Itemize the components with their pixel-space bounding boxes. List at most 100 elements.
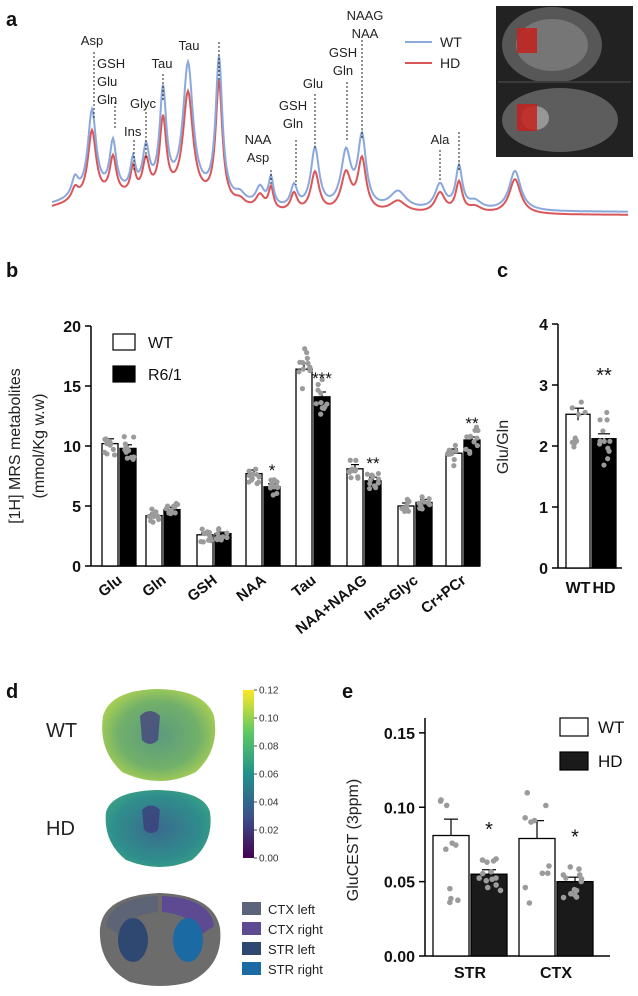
colorbar-tick-label: 0.06 [259,770,279,781]
chart-b-category-label: Ins+Glyc [361,572,421,624]
data-dot [198,539,204,545]
roi-legend: CTX left CTX right STR left STR right [242,902,323,977]
chart-b-category-label: Cr+PCr [418,572,470,618]
data-dot [302,346,308,352]
data-dot [405,508,412,514]
data-dot [253,466,259,472]
panel-label-c: c [497,260,508,282]
data-dot [296,369,302,375]
bar-wt-cr-pcr [445,452,463,567]
roi-legend-label: STR right [268,962,323,977]
data-dot [604,417,610,423]
spectrum-label-glu2-0: Glu [303,76,323,91]
data-dot [246,468,252,474]
data-dot [103,436,109,442]
data-dot [146,513,152,519]
panel-label-e: e [342,681,353,703]
bar-hd [591,438,617,569]
spectrum-label-asp1-0: Asp [81,33,103,48]
data-dot [453,448,459,454]
legend-e-hd-box [559,751,589,771]
data-dot [568,890,574,897]
spectrum-label-gsh1-2: Gln [97,92,117,107]
colorbar-ticks: 0.12 0.10 0.08 0.06 0.04 0.02 0.00 [254,686,279,865]
roi-legend-swatch [242,902,261,915]
chart-c-category-label: HD [592,580,615,597]
data-dot [375,470,381,477]
chart-b-ylabel2: (mmol/Kg w.w) [31,394,48,499]
glucest-map-hd [105,790,211,867]
data-dot [307,368,313,374]
significance-marker: * [571,827,579,849]
data-dot [215,531,221,537]
significance-marker: * [269,461,276,480]
chart-c-ylabel: Glu/Gln [495,420,512,474]
data-dot [539,870,546,877]
brain-map-wt [102,689,216,781]
roi-legend-label: CTX left [268,902,315,917]
data-dot [172,510,178,516]
spectrum-label-gsh3-0: GSH [329,45,357,60]
data-dot [571,886,578,893]
data-dot [426,496,432,502]
data-dot [604,409,610,416]
roi-ctx-right [162,896,214,934]
data-dot [172,504,178,510]
chart-c-ytick-label: 3 [539,378,548,395]
chart-b-category-label: GSH [184,572,220,605]
data-dot [155,513,161,520]
data-dot [546,863,552,869]
mri-inset [496,6,633,157]
data-dot [484,859,490,865]
bar-r61-naa-naag [364,480,382,567]
chart-c-ytick-label: 2 [539,439,548,456]
legend-r61-box [112,365,136,383]
data-dot [419,494,425,500]
data-dot [472,427,478,433]
data-dot [488,869,494,875]
data-dot [445,451,451,457]
data-dot [573,894,580,900]
data-dot [150,519,156,525]
data-dot [250,471,256,477]
legend-hd-label: HD [440,55,460,71]
row-label-wt: WT [46,720,77,742]
data-dot [497,887,504,894]
data-dot [605,456,611,462]
data-dot [205,537,212,543]
data-dot [476,875,482,881]
data-dot [319,377,325,383]
data-dot [313,401,319,407]
data-dot [493,882,499,888]
chart-c-ytick-label: 1 [539,500,548,517]
bar-r61-gln [163,508,181,567]
data-dot [601,462,607,468]
data-dot [110,446,116,453]
chart-b-ytick-label: 15 [63,379,81,396]
data-dot [446,447,452,453]
data-dot [256,474,262,480]
spectrum-label-gsh1-0: GSH [97,56,125,71]
data-dot [452,442,458,448]
chart-b-ytick-label: 20 [63,319,81,336]
data-dot [268,477,274,483]
colorbar-tick-label: 0.00 [259,854,279,865]
legend-r61-text: R6/1 [148,367,182,384]
data-dot [526,900,533,906]
data-dot [443,846,449,853]
data-dot [567,864,574,870]
data-dot [364,471,370,477]
bar-wt-tau [295,368,313,567]
spectrum-label-naag-1: NAA [352,26,379,41]
colorbar-tick-label: 0.12 [259,686,279,697]
spectrum-label-gsh3-1: Gln [333,63,353,78]
bar-wt-ins-glyc [397,505,415,567]
data-dot [123,444,129,450]
bar-wt [565,413,591,569]
data-dot [463,446,469,452]
data-dot [467,450,473,456]
data-dot [448,895,454,902]
data-dot [124,455,130,461]
data-dot [543,802,549,809]
